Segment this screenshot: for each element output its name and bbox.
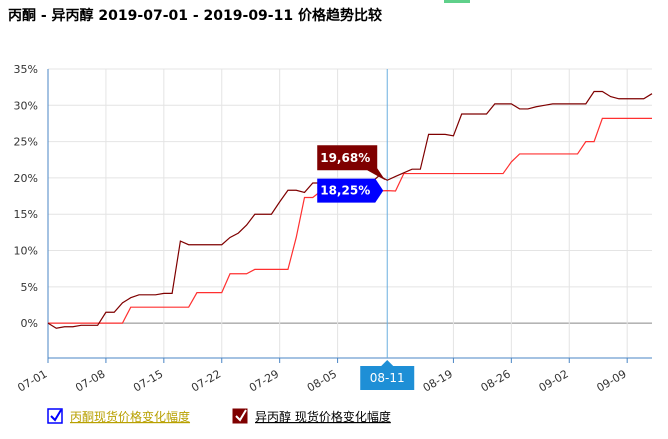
y-tick-label: 5% xyxy=(21,281,38,294)
crosshair-label-arrow xyxy=(381,360,394,366)
y-tick-label: 10% xyxy=(14,245,38,258)
x-tick-label: 08-26 xyxy=(479,367,513,394)
tooltip-bg xyxy=(317,178,384,203)
x-tick-label: 08-19 xyxy=(421,367,455,394)
y-tick-label: 15% xyxy=(14,208,38,221)
check-mark xyxy=(50,409,62,422)
check-mark xyxy=(235,409,247,422)
x-tick-label: 07-08 xyxy=(73,367,107,394)
crosshair-label-bg xyxy=(360,366,415,390)
legend-label[interactable]: 异丙醇 现货价格变化幅度 xyxy=(255,409,391,424)
legend: 丙酮现货价格变化幅度 异丙醇 现货价格变化幅度 xyxy=(47,408,391,424)
series-line xyxy=(47,90,653,329)
tooltip-bg xyxy=(317,145,386,181)
top-tab xyxy=(444,0,470,3)
x-tick-label: 07-15 xyxy=(131,367,165,394)
crosshair-label: 08-11 xyxy=(370,371,405,385)
y-tick-label: 25% xyxy=(14,136,38,149)
tooltip-label: 18,25% xyxy=(320,184,370,198)
x-tick-label: 09-02 xyxy=(537,367,571,394)
x-tick-label: 07-22 xyxy=(189,367,223,394)
x-tick-label: 08-05 xyxy=(305,367,339,394)
y-tick-label: 35% xyxy=(14,63,38,76)
x-tick-label: 09-09 xyxy=(594,367,628,394)
x-tick-label: 07-29 xyxy=(247,367,281,394)
x-tick-label: 07-01 xyxy=(15,367,49,394)
y-tick-label: 0% xyxy=(21,317,38,330)
tooltip-label: 19,68% xyxy=(320,151,370,165)
y-tick-label: 20% xyxy=(14,172,38,185)
y-tick-label: 30% xyxy=(14,99,38,112)
legend-label[interactable]: 丙酮现货价格变化幅度 xyxy=(70,409,190,424)
chart-title: 丙酮 - 异丙醇 2019-07-01 - 2019-09-11 价格趋势比较 xyxy=(8,7,382,24)
